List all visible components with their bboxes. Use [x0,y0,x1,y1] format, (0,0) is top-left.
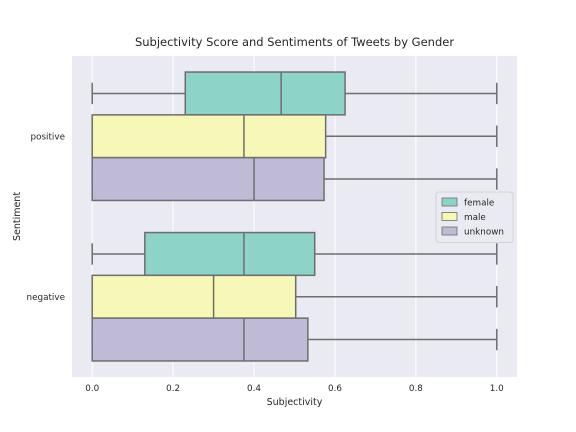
box-iqr [184,71,346,116]
box-unknown-negative [91,317,498,362]
y-axis-ticks: positive negative [27,132,65,303]
legend-label-unknown: unknown [464,228,504,238]
chart-title: Subjectivity Score and Sentiments of Twe… [135,35,454,49]
legend-label-female: female [464,199,494,209]
legend-swatch-male [441,212,458,221]
legend-swatch-unknown [441,226,458,236]
box-female-negative [91,231,498,277]
x-axis-label: Subjectivity [267,397,323,408]
box-iqr [91,114,327,159]
box-unknown-positive [91,156,498,202]
legend: female male unknown [435,191,514,243]
y-axis-label: Sentiment [12,192,23,241]
box-iqr [91,274,297,319]
x-tick-label: 0.4 [247,384,261,394]
x-axis-ticks: 0.0 0.2 0.4 0.6 0.8 1.0 [85,384,504,394]
y-tick-label: positive [30,132,65,142]
box-male-negative [91,274,498,319]
legend-label-male: male [464,213,486,223]
x-tick-label: 0.2 [166,384,180,394]
box-female-positive [91,71,498,116]
x-tick-label: 0.8 [409,384,423,394]
x-tick-label: 0.6 [328,384,342,394]
x-tick-label: 0.0 [85,384,99,394]
box-iqr [91,317,309,362]
box-iqr [91,156,325,202]
legend-swatch-female [441,197,458,207]
boxes [91,71,498,362]
y-tick-label: negative [27,293,65,303]
box-iqr [144,231,316,277]
x-tick-label: 1.0 [490,384,504,394]
